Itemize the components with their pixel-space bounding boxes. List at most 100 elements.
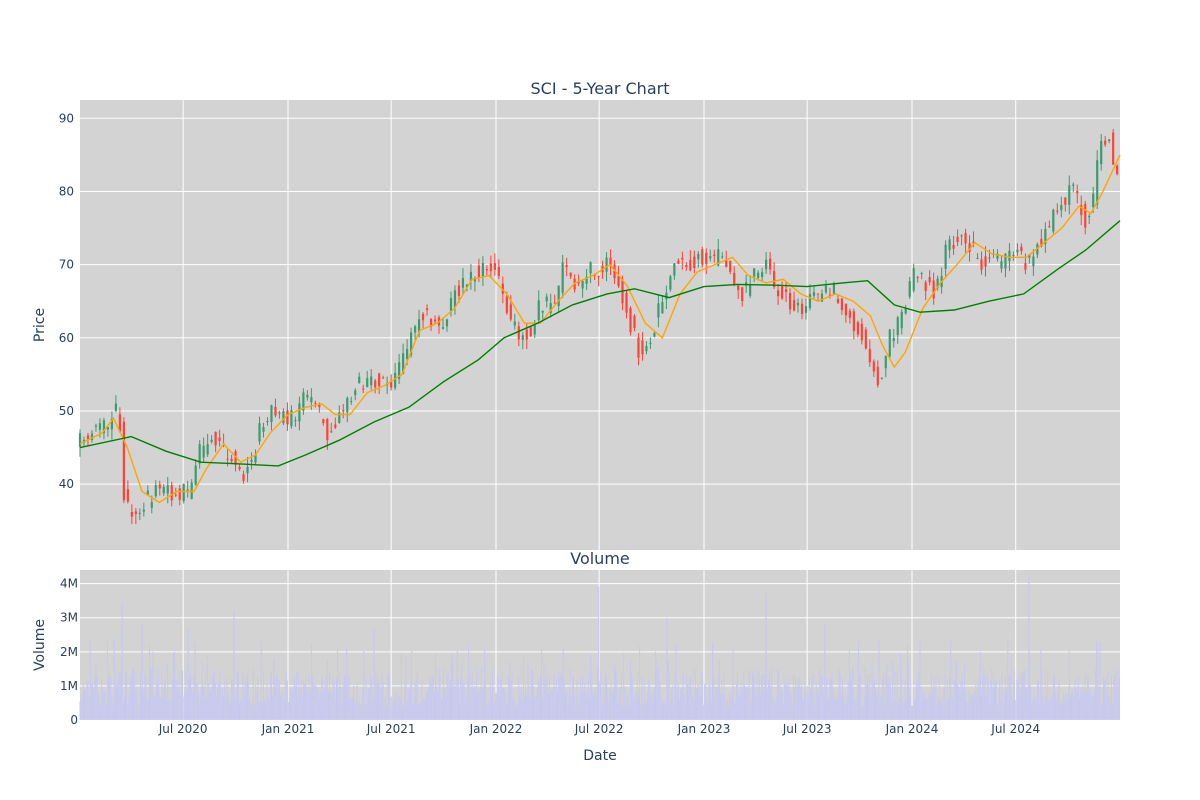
volume-bar (1015, 700, 1017, 720)
volume-bar (795, 676, 797, 720)
candle-body (800, 303, 804, 315)
volume-bar (943, 687, 945, 720)
volume-bar (404, 685, 406, 720)
volume-bar (792, 673, 794, 720)
volume-bar (538, 681, 540, 720)
volume-y-axis-title: Volume (32, 619, 48, 671)
volume-bar (875, 688, 877, 720)
volume-bar (978, 674, 980, 720)
volume-bar (838, 669, 840, 720)
volume-bar (970, 694, 972, 720)
candle-body (402, 353, 405, 374)
candle-body (202, 445, 205, 458)
volume-bar (119, 673, 121, 720)
volume-bar (653, 686, 655, 720)
volume-bar (237, 672, 239, 720)
volume-bar (335, 677, 337, 720)
volume-bar (973, 697, 975, 720)
candle-body (477, 265, 481, 278)
volume-bar (334, 700, 336, 720)
candle-body (346, 398, 349, 413)
volume-bar (573, 676, 575, 720)
volume-bar (945, 705, 947, 720)
volume-bar (847, 680, 849, 720)
candle-body (374, 380, 377, 388)
volume-bar (753, 673, 755, 720)
volume-bar (816, 689, 818, 720)
volume-bar (522, 656, 524, 720)
volume-bar (210, 690, 212, 720)
volume-bar (315, 685, 317, 720)
candle-body (146, 490, 149, 496)
volume-bar (423, 699, 425, 720)
volume-bar (710, 702, 712, 720)
candle-body (501, 283, 504, 294)
volume-bar (1019, 690, 1021, 720)
volume-bar (1112, 704, 1114, 720)
volume-bar (757, 688, 759, 720)
volume-bar (914, 699, 916, 720)
volume-bar (797, 681, 799, 720)
volume-bar (1083, 691, 1085, 720)
candle-body (617, 276, 620, 286)
volume-bar (812, 673, 814, 720)
volume-bar (927, 698, 929, 720)
candle-body (1104, 140, 1107, 145)
volume-bar (1072, 689, 1074, 720)
volume-bar (852, 666, 854, 720)
volume-bar (650, 697, 652, 720)
volume-bar (591, 671, 593, 720)
candle-body (1044, 228, 1047, 244)
volume-bar (1090, 693, 1092, 720)
volume-bar (859, 675, 861, 720)
candle-body (481, 263, 484, 277)
volume-bar (432, 676, 434, 720)
volume-bar (957, 684, 959, 720)
volume-bar (673, 704, 675, 720)
volume-bar (443, 669, 445, 720)
volume-bar (740, 682, 742, 720)
candle-body (409, 332, 413, 356)
volume-bar (555, 678, 557, 720)
volume-bar (171, 677, 173, 720)
candle-body (497, 266, 500, 277)
volume-bar (628, 704, 630, 720)
volume-bar (341, 704, 343, 720)
volume-bar (1051, 694, 1053, 720)
volume-bar (329, 672, 331, 720)
volume-bar (562, 648, 564, 720)
candle-body (338, 412, 341, 423)
volume-bar (460, 676, 462, 720)
volume-bar (777, 670, 779, 720)
volume-bar (671, 690, 673, 720)
volume-bar (663, 702, 665, 720)
candle-body (932, 280, 935, 299)
volume-bar (264, 697, 266, 720)
volume-bar (702, 704, 704, 720)
candle-body (110, 418, 114, 430)
candle-body (537, 300, 540, 321)
candle-body (262, 427, 265, 432)
volume-bar (1113, 676, 1115, 720)
volume-bar (157, 684, 159, 720)
volume-bar (1108, 695, 1110, 720)
volume-bar (333, 680, 335, 720)
volume-bar (283, 700, 285, 720)
volume-bar (407, 691, 409, 720)
volume-bar (619, 686, 621, 720)
candle-body (581, 281, 584, 289)
volume-bar (367, 688, 369, 720)
candle-body (681, 257, 684, 260)
candle-body (1096, 160, 1099, 205)
volume-bar (117, 680, 119, 720)
volume-bar (400, 653, 402, 720)
volume-bar (249, 699, 251, 720)
volume-bar (1082, 685, 1084, 720)
volume-bar (657, 669, 659, 720)
volume-bar (392, 697, 394, 720)
volume-bar (455, 677, 457, 720)
volume-bar (226, 678, 228, 720)
candle-body (290, 409, 293, 427)
volume-bar (346, 647, 348, 720)
candle-body (713, 254, 716, 257)
